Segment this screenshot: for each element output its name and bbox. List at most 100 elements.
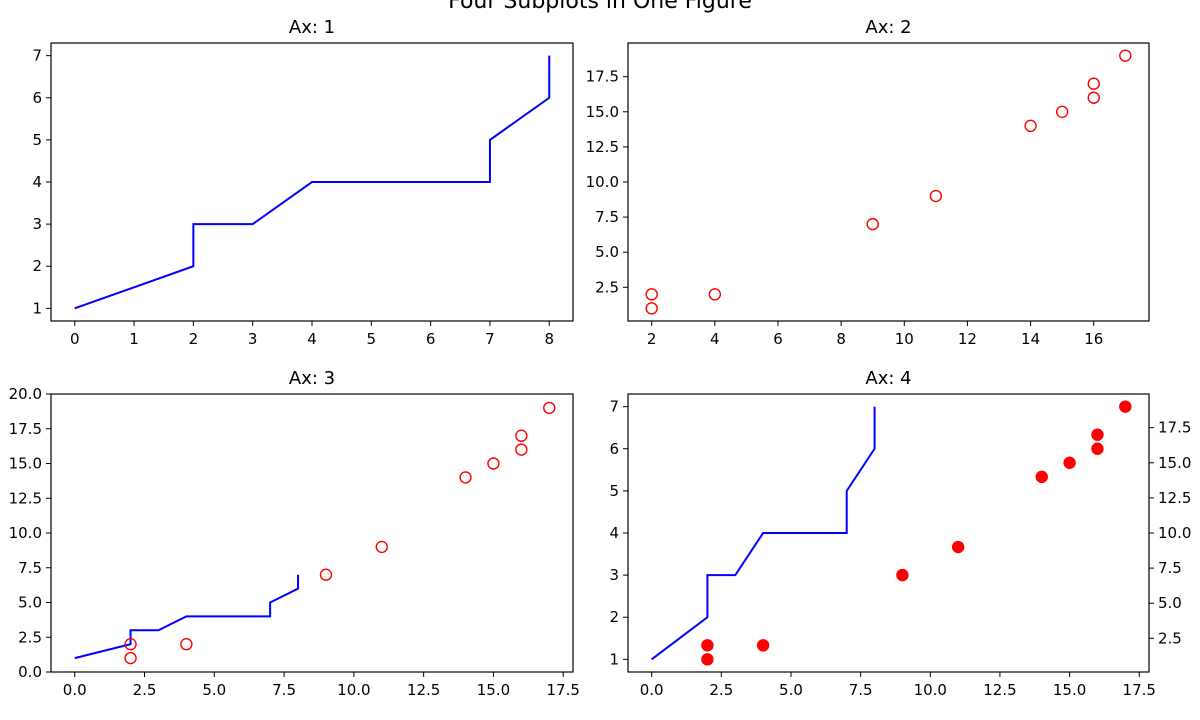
y-tick-label: 3 (32, 215, 42, 233)
x-tick-label: 6 (426, 330, 436, 348)
x-tick-label: 12.5 (983, 681, 1016, 699)
subplot-4: Ax: 4 0.0 2.5 5.0 7.5 10.0 12.5 15.0 17.5 1 2 3 4 5 6 7… (609, 368, 1191, 699)
y-tick-label: 12.5 (586, 138, 619, 156)
y-right-tick-label: 5.0 (1158, 594, 1182, 612)
x-tick-label: 8 (544, 330, 554, 348)
y-tick-label: 7.5 (18, 559, 42, 577)
y-tick-label: 6 (609, 440, 619, 458)
scatter-point (1087, 77, 1100, 90)
y-tick-label: 15.0 (9, 455, 42, 473)
x-tick-label: 12 (958, 330, 977, 348)
x-tick-label: 12.5 (407, 681, 440, 699)
y-tick-label: 17.5 (9, 420, 42, 438)
y-tick-label: 1 (32, 299, 42, 317)
y-tick-label: 2 (609, 608, 619, 626)
y-tick-label: 10.0 (9, 524, 42, 542)
x-tick-label: 15.0 (477, 681, 510, 699)
y-tick-label: 7 (609, 398, 619, 416)
y-right-tick-label: 10.0 (1158, 524, 1191, 542)
x-tick-label: 0 (70, 330, 80, 348)
scatter-point (1024, 119, 1037, 133)
y-right-tick-label: 12.5 (1158, 489, 1191, 507)
scatter-point (1119, 49, 1132, 62)
y-tick-label: 4 (609, 524, 619, 542)
y-tick-label: 2.5 (595, 278, 619, 296)
subplot-2: Ax: 2 2 4 6 8 10 12 14 16 2.5 5.0 7.5 10.0 12.5 15.0 17… (586, 17, 1150, 348)
y-tick-label: 17.5 (586, 68, 619, 86)
x-tick-label: 17.5 (1123, 681, 1156, 699)
scatter-point (701, 653, 714, 666)
y-tick-label: 4 (32, 173, 42, 191)
x-tick-label: 4 (307, 330, 317, 348)
scatter-point (180, 638, 193, 651)
x-tick-label: 4 (710, 330, 720, 348)
scatter-point (701, 639, 714, 652)
series-line (74, 574, 300, 660)
x-tick-label: 8 (836, 330, 846, 348)
x-tick-label: 5.0 (202, 681, 226, 699)
y-tick-label: 6 (32, 89, 42, 107)
subplot-title: Ax: 4 (865, 368, 911, 389)
scatter-point (515, 443, 528, 456)
axes-frame (50, 393, 574, 673)
figure-suptitle: Four Subplots in One Figure (448, 0, 752, 14)
x-tick-label: 6 (773, 330, 783, 348)
x-tick-label: 7.5 (849, 681, 873, 699)
scatter-point (124, 651, 137, 665)
x-tick-label: 2.5 (709, 681, 733, 699)
y-right-tick-label: 2.5 (1158, 629, 1182, 647)
y-tick-label: 5 (32, 131, 42, 149)
x-tick-label: 0.0 (63, 681, 87, 699)
x-tick-label: 10.0 (914, 681, 947, 699)
x-tick-label: 5.0 (779, 681, 803, 699)
scatter-point (708, 288, 722, 301)
scatter-point (1119, 400, 1132, 413)
scatter-point (1091, 442, 1104, 455)
scatter-point (896, 568, 909, 582)
x-tick-label: 16 (1084, 330, 1103, 348)
x-tick-label: 17.5 (547, 681, 580, 699)
scatter-point (515, 429, 528, 442)
subplot-3: Ax: 3 0.0 2.5 5.0 7.5 10.0 12.5 15.0 17.5 0.0 2.5 5… (9, 368, 580, 699)
scatter-point (459, 471, 472, 484)
y-tick-label: 15.0 (586, 103, 619, 121)
scatter-point (756, 639, 770, 652)
x-tick-label: 2.5 (133, 681, 157, 699)
scatter-point (1091, 428, 1104, 441)
x-tick-label: 2 (647, 330, 657, 348)
y-right-tick-label: 7.5 (1158, 559, 1182, 577)
y-tick-label: 2.5 (18, 628, 42, 646)
y-right-tick-label: 17.5 (1158, 419, 1191, 437)
y-tick-label: 5.0 (18, 594, 42, 612)
subplot-title: Ax: 1 (289, 17, 335, 38)
series-line (74, 55, 551, 310)
y-tick-label: 3 (609, 566, 619, 584)
subplot-1: Ax: 1 0 1 2 3 4 5 6 7 8 1 2 3 4 5 6 7 (32, 17, 574, 348)
scatter-point (866, 217, 879, 231)
scatter-point (319, 568, 333, 581)
scatter-point (645, 302, 658, 315)
scatter-point (124, 638, 137, 651)
scatter-point (543, 401, 556, 415)
x-tick-label: 14 (1021, 330, 1040, 348)
axes-frame (627, 42, 1150, 322)
subplot-title: Ax: 3 (289, 368, 335, 389)
scatter-point (1063, 456, 1076, 469)
x-tick-label: 0.0 (640, 681, 664, 699)
scatter-point (1055, 105, 1069, 119)
y-right-tick-label: 15.0 (1158, 454, 1191, 472)
y-tick-label: 7.5 (595, 208, 619, 226)
y-tick-label: 10.0 (586, 173, 619, 191)
scatter-point (645, 288, 658, 301)
x-tick-label: 3 (248, 330, 258, 348)
y-tick-label: 2 (32, 257, 42, 275)
scatter-point (1087, 91, 1100, 104)
y-tick-label: 1 (609, 650, 619, 668)
scatter-point (1035, 470, 1048, 484)
y-tick-label: 5 (609, 482, 619, 500)
x-tick-label: 15.0 (1053, 681, 1086, 699)
x-tick-label: 2 (189, 330, 199, 348)
scatter-point (375, 540, 388, 554)
axes-frame (627, 393, 1150, 673)
